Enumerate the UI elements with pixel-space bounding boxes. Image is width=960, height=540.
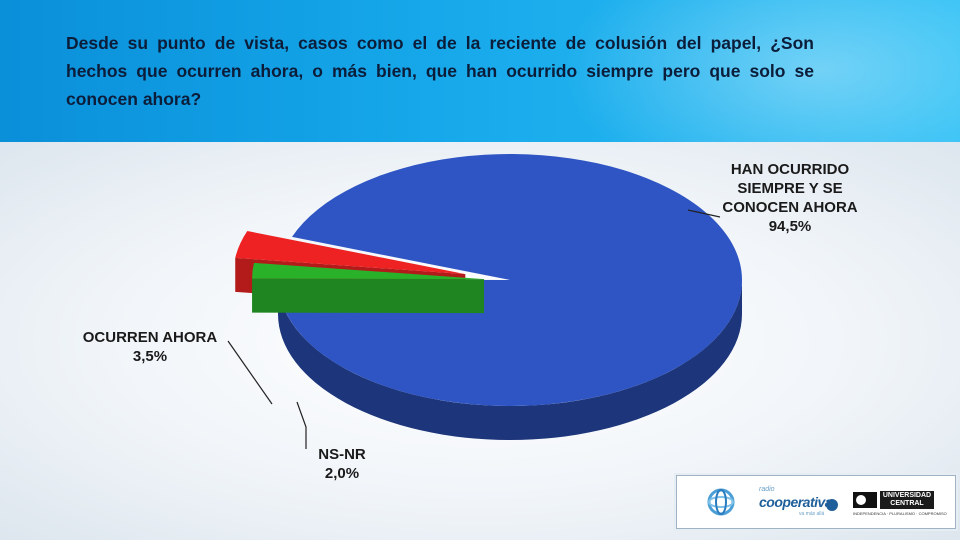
slice-label-line: SIEMPRE Y SE <box>737 180 842 197</box>
slice-label-line: HAN OCURRIDO <box>731 161 850 178</box>
leader-lines-layer <box>227 209 721 449</box>
banner-sheen <box>560 0 960 142</box>
pie-slice-2 <box>252 262 485 314</box>
question-text: Desde su punto de vista, casos como el d… <box>66 33 814 109</box>
pie-slices-layer <box>235 154 742 440</box>
leader-line-1 <box>687 209 721 218</box>
university-tagline: INDEPENDENCIA · PLURALISMO · COMPROMISO <box>853 511 947 516</box>
slice-labels-layer: HAN OCURRIDO SIEMPRE Y SE CONOCEN AHORA 94,… <box>83 161 858 482</box>
pie-slice-1 <box>277 154 742 440</box>
slice-cut-face-2 <box>252 278 485 314</box>
slice-side-1 <box>278 280 742 440</box>
slice-top-3 <box>235 230 466 275</box>
cooperativa-logo: radio cooperativa va más allá <box>759 486 843 520</box>
question-banner: Desde su punto de vista, casos como el d… <box>0 0 960 142</box>
cooperativa-small-text: radio <box>759 486 775 493</box>
slice-label-line: CONOCEN AHORA <box>722 199 857 216</box>
logo-strip: radio cooperativa va más allá UNIVERSIDA… <box>676 475 956 529</box>
slice-label-line: OCURREN AHORA <box>83 329 218 346</box>
slice-label-line: 3,5% <box>133 348 167 365</box>
chart-area: HAN OCURRIDO SIEMPRE Y SE CONOCEN AHORA 94,… <box>0 142 960 540</box>
cooperativa-tagline: va más allá <box>799 511 825 517</box>
leader-line-3 <box>227 340 273 405</box>
slice-label-line: NS-NR <box>318 446 366 463</box>
leader-line-2 <box>296 401 307 449</box>
university-name: UNIVERSIDAD CENTRAL <box>880 491 934 509</box>
slice-top-1 <box>277 154 742 406</box>
university-seal-icon <box>853 492 877 508</box>
slice-top-2 <box>252 262 485 280</box>
slice-label-1: HAN OCURRIDO SIEMPRE Y SE CONOCEN AHORA 94,… <box>722 161 857 235</box>
cooperativa-name: cooperativa <box>759 494 833 510</box>
cooperativa-dot-icon <box>826 499 838 511</box>
slice-label-2: NS-NR 2,0% <box>318 446 366 482</box>
globe-icon <box>707 488 735 516</box>
slice-label-line: 94,5% <box>769 218 812 235</box>
pie-chart: HAN OCURRIDO SIEMPRE Y SE CONOCEN AHORA 94,… <box>83 154 858 482</box>
slice-label-line: 2,0% <box>325 465 359 482</box>
slice-label-3: OCURREN AHORA 3,5% <box>83 329 218 365</box>
